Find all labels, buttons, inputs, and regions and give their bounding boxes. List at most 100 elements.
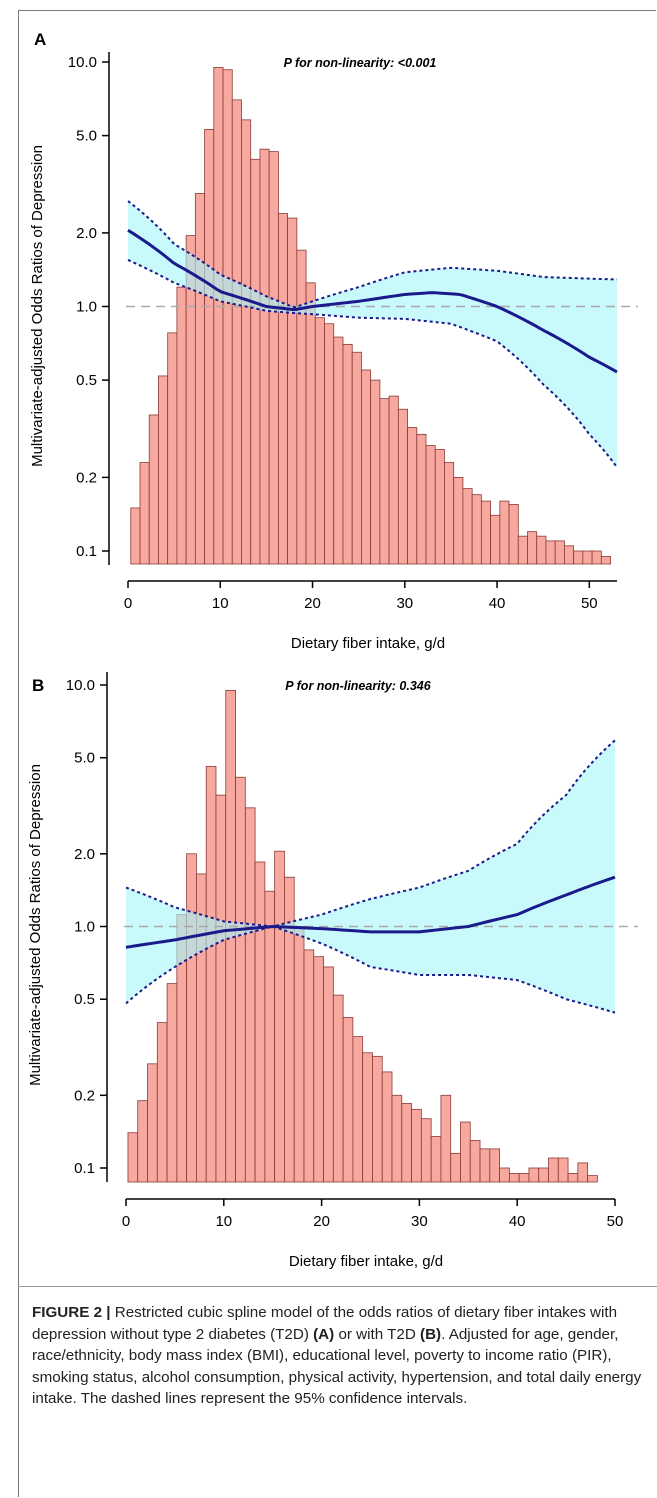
odds-ratio-curve-b — [125, 875, 616, 949]
y-tick-label: 0.1 — [74, 1160, 95, 1177]
nonlinearity-annotation-b: P for non-linearity: 0.346 — [285, 679, 431, 693]
histogram-bar — [250, 158, 261, 565]
histogram-bar — [127, 1132, 139, 1183]
histogram-bar — [397, 408, 408, 565]
histogram-bar — [277, 213, 289, 565]
caption-text-3: . Adjusted for age, gender, race/ethnici… — [32, 1325, 642, 1408]
histogram-bar — [420, 1118, 432, 1183]
histogram-bar — [508, 504, 519, 565]
histogram-bar — [587, 1175, 598, 1183]
histogram-bar — [148, 414, 159, 565]
histogram-bar — [235, 776, 246, 1183]
histogram-bar — [352, 1036, 364, 1183]
lower-ci-line-a — [127, 259, 618, 468]
histogram-bar — [548, 1157, 559, 1183]
histogram-bar — [332, 994, 344, 1183]
caption-bold-a: (A) — [313, 1325, 335, 1343]
x-tick-label: 30 — [411, 1213, 428, 1230]
histogram-bar — [268, 151, 279, 565]
y-axis-title-b: Multivariate-adjusted Odds Ratios of Dep… — [27, 764, 44, 1086]
histogram-bar — [370, 379, 381, 565]
caption-figure-label: FIGURE 2 | — [32, 1304, 111, 1321]
ci-band-b — [126, 740, 615, 1013]
histogram-bar — [434, 449, 445, 565]
y-axis-title-a: Multivariate-adjusted Odds Ratios of Dep… — [29, 145, 46, 467]
histogram-bar — [156, 1022, 168, 1183]
histogram-bar — [379, 398, 390, 565]
histogram-bar — [259, 148, 270, 565]
histogram-a — [130, 67, 611, 565]
histogram-bar — [137, 1100, 148, 1183]
histogram-bar — [591, 550, 602, 565]
histogram-bar — [499, 1167, 510, 1183]
chart-panel-b: B 0.1 0.2 0.5 1.0 2.0 5.0 10.0 0 10 20 30 40 50 Dietar… — [27, 672, 638, 1270]
y-tick-label: 2.0 — [76, 225, 97, 242]
histogram-bar — [313, 956, 324, 1183]
histogram-bar — [499, 500, 510, 565]
x-tick-label: 0 — [124, 595, 132, 612]
histogram-bar — [176, 286, 187, 565]
y-tick-label: 5.0 — [74, 750, 95, 767]
caption-bold-b: (B) — [420, 1325, 442, 1343]
nonlinearity-annotation-a: P for non-linearity: <0.001 — [284, 56, 437, 70]
lower-ci-line-b — [125, 925, 616, 1014]
y-tick-label: 1.0 — [76, 299, 97, 316]
histogram-bar — [314, 317, 325, 565]
histogram-bar — [213, 67, 224, 565]
x-axis-title-b: Dietary fiber intake, g/d — [289, 1253, 443, 1270]
histogram-bar — [303, 949, 315, 1183]
x-tick-label: 40 — [509, 1213, 526, 1230]
histogram-bar — [324, 323, 335, 565]
x-tick-label: 20 — [304, 595, 321, 612]
histogram-bar — [469, 1140, 481, 1183]
histogram-bar — [293, 926, 305, 1183]
histogram-bar — [139, 462, 150, 565]
histogram-bar — [527, 531, 538, 565]
histogram-bar — [567, 1172, 579, 1183]
histogram-bar — [194, 193, 205, 565]
chart-panel-a: A 0.1 0.2 0.5 1.0 2.0 5.0 10.0 0 10 20 30 40 50 Dietar… — [29, 30, 638, 652]
histogram-bar — [362, 1052, 373, 1183]
histogram-bar — [471, 494, 482, 565]
histogram-bar — [342, 343, 353, 565]
histogram-bar — [323, 966, 334, 1183]
histogram-bar — [361, 369, 372, 565]
x-tick-label: 10 — [212, 595, 229, 612]
x-tick-label: 50 — [581, 595, 598, 612]
histogram-bar — [600, 556, 611, 565]
caption-divider — [18, 1286, 657, 1287]
histogram-bar — [204, 129, 215, 565]
histogram-bar — [489, 1148, 501, 1183]
histogram-bar — [462, 488, 473, 565]
histogram-bar — [381, 1071, 393, 1183]
odds-ratio-curve-a — [127, 229, 618, 374]
histogram-bar — [557, 1157, 569, 1183]
histogram-b — [127, 689, 598, 1183]
histogram-bar — [274, 850, 285, 1183]
histogram-bar — [401, 1103, 412, 1183]
histogram-bar — [577, 1162, 589, 1183]
histogram-bar — [222, 69, 233, 565]
x-tick-label: 30 — [396, 595, 413, 612]
histogram-bar — [440, 1094, 452, 1183]
histogram-bar — [528, 1167, 540, 1183]
x-tick-label: 0 — [122, 1213, 130, 1230]
histogram-bar — [479, 1148, 491, 1183]
histogram-bar — [264, 890, 276, 1183]
histogram-bar — [517, 535, 528, 565]
y-tick-label: 0.2 — [76, 469, 97, 486]
histogram-bar — [305, 282, 316, 565]
histogram-bar — [388, 395, 399, 565]
histogram-bar — [536, 535, 547, 565]
histogram-bar — [480, 500, 491, 565]
x-tick-label: 40 — [489, 595, 506, 612]
histogram-bar — [407, 427, 418, 565]
caption-text-2: or with T2D — [334, 1325, 421, 1343]
histogram-bar — [215, 794, 227, 1183]
histogram-bar — [372, 1055, 383, 1183]
panel-label-b: B — [32, 676, 44, 695]
histogram-bar — [564, 545, 575, 565]
histogram-bar — [158, 375, 169, 565]
histogram-bar — [244, 807, 256, 1183]
panel-label-a: A — [34, 30, 46, 49]
